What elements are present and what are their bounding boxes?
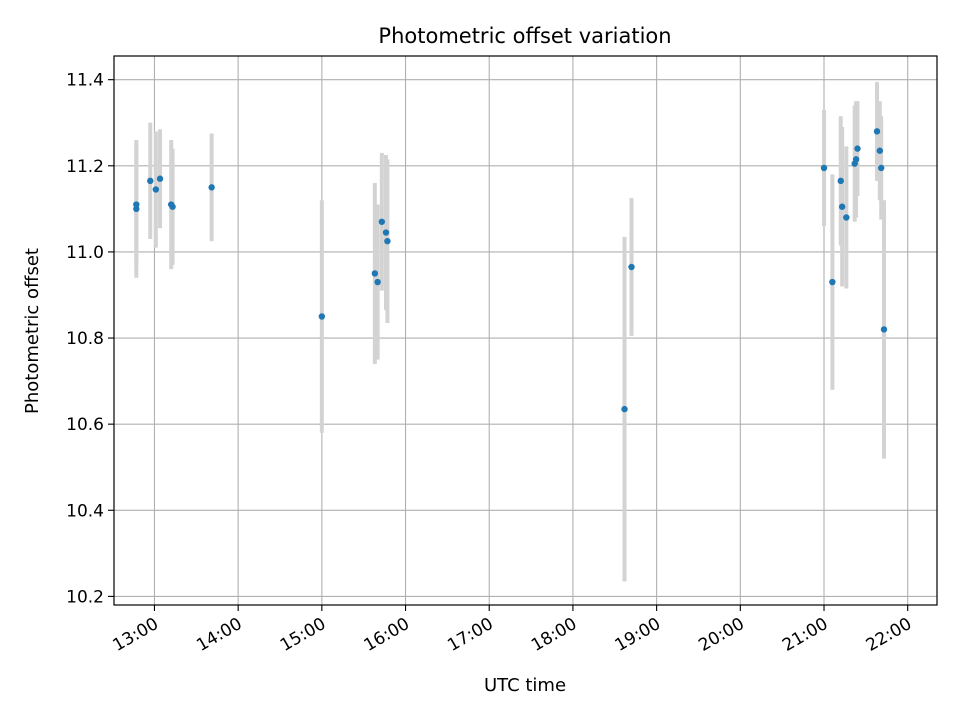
data-point: [152, 186, 160, 193]
data-point: [318, 313, 326, 320]
data-point: [852, 156, 860, 163]
plot-frame: [113, 55, 938, 606]
chart-title: Photometric offset variation: [378, 24, 671, 48]
data-point: [854, 145, 861, 152]
y-tick-label: 10.6: [66, 415, 104, 435]
y-tick-label: 11.4: [66, 71, 104, 91]
data-point: [820, 164, 828, 172]
data-point: [133, 201, 140, 208]
data-points: [133, 128, 888, 413]
y-tick-label: 10.4: [66, 501, 104, 521]
data-point: [147, 177, 154, 185]
grid: [114, 56, 937, 605]
y-tick-label: 11.0: [66, 243, 104, 263]
data-point: [156, 175, 164, 182]
y-tick-label: 11.2: [66, 157, 104, 177]
data-point: [878, 164, 885, 172]
data-point: [382, 229, 390, 236]
data-point: [621, 405, 628, 413]
data-point: [374, 278, 381, 286]
data-point: [876, 147, 884, 154]
data-point: [829, 278, 836, 286]
x-axis-title: UTC time: [484, 675, 566, 696]
data-point: [628, 263, 635, 271]
data-point: [880, 326, 888, 333]
data-point: [378, 218, 386, 225]
y-axis-title: Photometric offset: [22, 248, 43, 414]
data-point: [838, 203, 846, 210]
data-point: [371, 270, 379, 277]
data-point: [169, 203, 176, 210]
y-axis-ticks: 10.2 10.4 10.6 10.8 11.0 11.2 11.4: [66, 71, 114, 607]
data-point: [873, 128, 881, 135]
y-tick-label: 10.8: [66, 329, 104, 349]
data-point: [843, 214, 850, 221]
data-point: [384, 237, 391, 245]
data-point: [208, 184, 215, 191]
y-tick-label: 10.2: [66, 587, 104, 607]
data-point: [837, 177, 844, 185]
